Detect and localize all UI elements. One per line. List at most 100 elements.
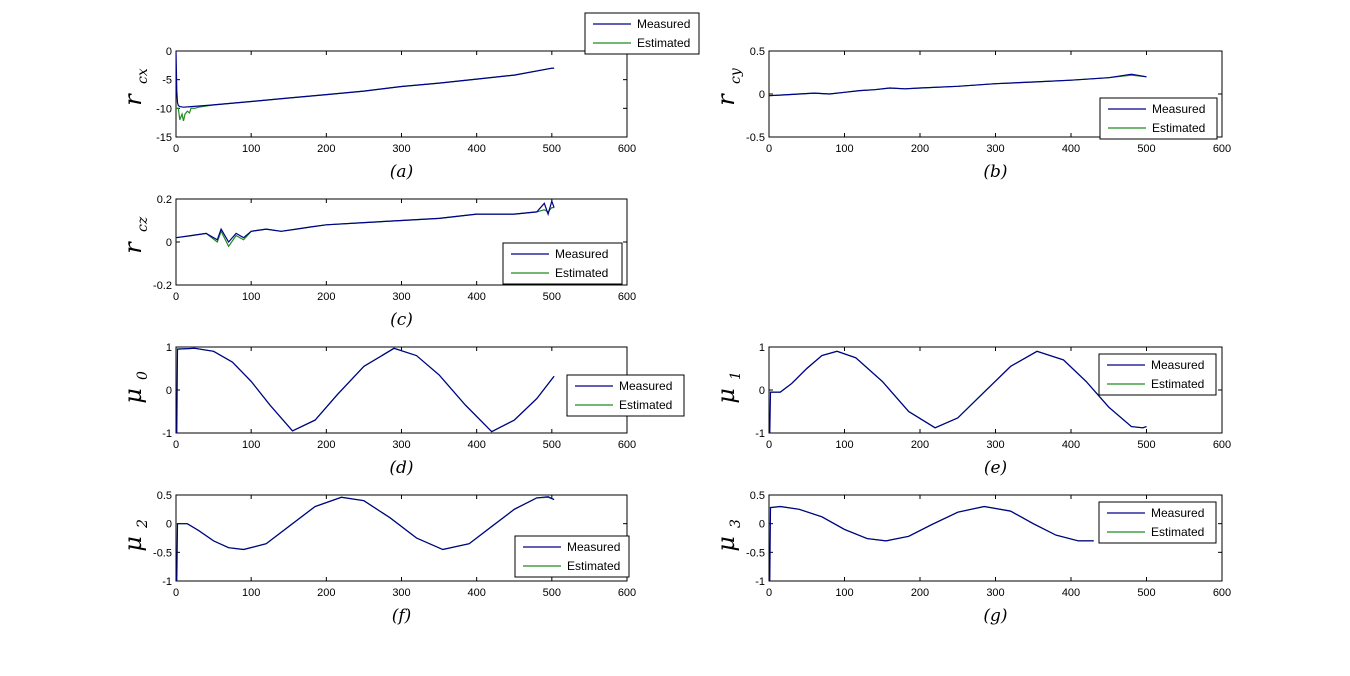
- y-label-symbol: r: [119, 241, 147, 254]
- x-tick-label: 200: [317, 291, 335, 303]
- subplot-b: 0 100 200 300 400 500 6000.50-0.5rcy(b)Measure…: [712, 46, 1231, 182]
- subplot-caption: (b): [983, 162, 1007, 182]
- subplot-caption: (d): [389, 458, 413, 478]
- y-axis-label: r cz: [119, 216, 151, 254]
- subplot-e: 0 100 200 300 400 500 60010-1μ1(e)MeasuredEsti…: [712, 342, 1231, 478]
- y-axis-label: μ1: [712, 371, 744, 404]
- y-axis-label: r cy: [712, 67, 744, 106]
- legend-label: Estimated: [1151, 377, 1204, 391]
- x-tick-label: 300: [986, 587, 1004, 599]
- y-tick-label: 0: [166, 385, 172, 397]
- x-tick-label: 600: [618, 439, 636, 451]
- y-label-symbol: μ: [119, 536, 147, 552]
- x-tick-label: 600: [618, 143, 636, 155]
- x-tick-label: 500: [1137, 143, 1155, 155]
- legend-label: Estimated: [637, 36, 690, 50]
- x-tick-label: 300: [392, 587, 410, 599]
- x-tick-label: 500: [543, 291, 561, 303]
- subplot-c: 0 100 200 300 400 500 6000.20-0.2rcz(c)Measure…: [119, 194, 636, 330]
- x-tick-label: 100: [242, 439, 260, 451]
- x-tick-label: 500: [1137, 439, 1155, 451]
- y-label-subscript: cx: [135, 68, 151, 84]
- x-tick-label: 400: [1062, 143, 1080, 155]
- axes-frame: [175, 50, 628, 138]
- series-line-measured: [769, 73, 1147, 97]
- series-line-measured: [176, 199, 555, 244]
- x-tick-label: 0: [173, 291, 179, 303]
- y-tick-label: -0.5: [153, 547, 172, 559]
- y-label-subscript: 1: [728, 371, 744, 380]
- legend-box: [502, 242, 623, 285]
- x-tick-label: 200: [317, 143, 335, 155]
- y-tick-label: 0.5: [750, 46, 765, 58]
- x-tick-label: 0: [766, 439, 772, 451]
- x-tick-label: 600: [1213, 587, 1231, 599]
- x-tick-label: 500: [1137, 587, 1155, 599]
- series-line-measured: [176, 496, 555, 581]
- y-tick-label: -1: [162, 428, 172, 440]
- x-tick-label: 300: [392, 439, 410, 451]
- axes-frame: [175, 346, 628, 434]
- legend: Measured Estimated: [514, 535, 630, 578]
- x-tick-label: 200: [911, 439, 929, 451]
- legend-box: [1099, 97, 1218, 140]
- y-axis-label: μ2: [119, 519, 151, 552]
- y-tick-label: -0.2: [153, 280, 172, 292]
- legend-label: Estimated: [567, 559, 620, 573]
- x-tick-label: 300: [986, 439, 1004, 451]
- x-tick-label: 600: [1213, 143, 1231, 155]
- series-line-measured: [176, 347, 555, 433]
- y-tick-label: 0: [166, 46, 172, 58]
- legend-box: [566, 374, 685, 417]
- series-line-measured: [769, 505, 1094, 581]
- x-tick-label: 100: [835, 587, 853, 599]
- y-label-subscript: 0: [135, 371, 151, 380]
- y-tick-label: -0.5: [746, 132, 765, 144]
- legend-label: Measured: [1151, 358, 1204, 372]
- subplot-caption: (a): [390, 162, 413, 182]
- x-tick-label: 400: [467, 143, 485, 155]
- y-tick-label: -10: [156, 103, 172, 115]
- subplot-caption: (f): [392, 606, 412, 626]
- x-tick-label: 0: [173, 439, 179, 451]
- y-tick-label: 0: [759, 519, 765, 531]
- y-tick-label: 0: [759, 89, 765, 101]
- y-label-subscript: cy: [728, 67, 744, 84]
- y-label-symbol: r: [712, 93, 740, 106]
- x-tick-label: 400: [467, 587, 485, 599]
- x-tick-label: 200: [317, 439, 335, 451]
- y-label-symbol: r: [119, 93, 147, 106]
- legend-label: Estimated: [1151, 525, 1204, 539]
- legend-box: [584, 12, 700, 55]
- y-tick-label: 0: [166, 519, 172, 531]
- legend: Measured Estimated: [584, 12, 700, 55]
- y-label-subscript: 3: [728, 519, 744, 528]
- legend: Measured Estimated: [502, 242, 623, 285]
- x-tick-label: 200: [317, 587, 335, 599]
- legend-label: Measured: [637, 17, 690, 31]
- x-tick-label: 200: [911, 587, 929, 599]
- x-tick-label: 200: [911, 143, 929, 155]
- x-tick-label: 300: [392, 291, 410, 303]
- y-label-symbol: μ: [119, 388, 147, 404]
- y-tick-label: 0.2: [157, 194, 172, 206]
- x-tick-label: 300: [986, 143, 1004, 155]
- y-tick-label: -15: [156, 132, 172, 144]
- y-tick-label: -1: [162, 576, 172, 588]
- legend-box: [1098, 353, 1217, 396]
- x-tick-label: 0: [766, 143, 772, 155]
- y-tick-label: 0: [166, 237, 172, 249]
- legend: Measured Estimated: [1099, 97, 1218, 140]
- legend-label: Measured: [1151, 506, 1204, 520]
- subplot-caption: (c): [390, 310, 413, 330]
- x-tick-label: 500: [543, 439, 561, 451]
- legend-label: Measured: [1152, 102, 1205, 116]
- subplot-d: 0 100 200 300 400 500 60010-1μ0(d)MeasuredEsti…: [119, 342, 685, 478]
- x-tick-label: 0: [766, 587, 772, 599]
- y-label-subscript: cz: [135, 216, 151, 232]
- legend-label: Measured: [567, 540, 620, 554]
- legend-label: Estimated: [1152, 121, 1205, 135]
- y-label-symbol: μ: [712, 536, 740, 552]
- y-axis-label: μ0: [119, 371, 151, 404]
